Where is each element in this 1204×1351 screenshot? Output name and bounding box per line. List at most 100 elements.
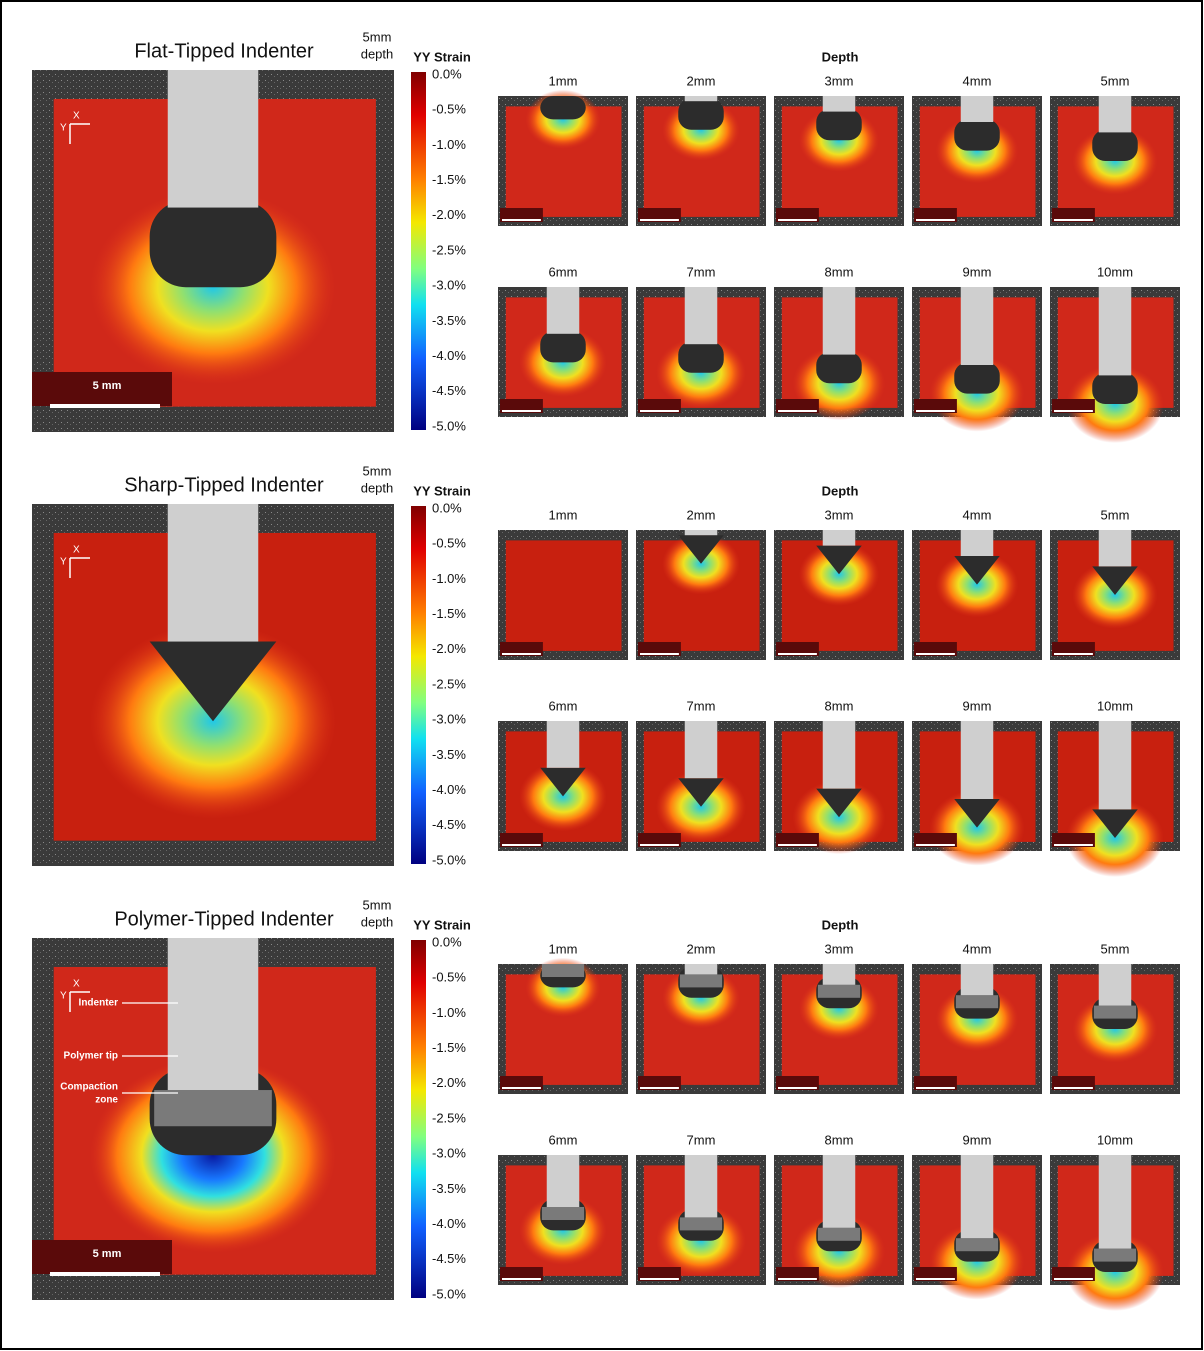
polymer-tip (818, 1228, 860, 1241)
colorbar-tick: -2.5% (432, 1110, 466, 1125)
thumbnail-label: 6mm (549, 1132, 578, 1147)
compaction-zone (1092, 130, 1138, 161)
compaction-zone (816, 352, 862, 383)
colorbar-tick: -2.5% (432, 676, 466, 691)
indenter (685, 287, 718, 344)
thumbnail-image (636, 96, 766, 226)
colorbar-label: YY Strain (413, 49, 471, 64)
polymer-tip (956, 995, 998, 1008)
indenter (823, 530, 856, 546)
thumbnail-label: 3mm (825, 73, 854, 88)
thumbnail-image (636, 964, 766, 1094)
thumbnail-label: 2mm (687, 941, 716, 956)
colorbar-tick: -4.0% (432, 1216, 466, 1231)
thumbnail-image (912, 721, 1042, 866)
depth-note: 5mm (363, 463, 392, 478)
thumbnail-label: 9mm (963, 1132, 992, 1147)
compaction-zone (678, 99, 724, 130)
thumbnail-label: 8mm (825, 1132, 854, 1147)
thumbnail-image (1050, 1155, 1180, 1311)
colorbar-tick: -1.0% (432, 137, 466, 152)
indenter (685, 1155, 718, 1217)
polymer-tip (1094, 1006, 1136, 1019)
thumbnail-label: 9mm (963, 698, 992, 713)
polymer-tip (1094, 1249, 1136, 1262)
axis-label-x: X (73, 111, 80, 122)
thumbnail-label: 5mm (1101, 941, 1130, 956)
scale-label: 5 mm (93, 380, 122, 392)
indenter (547, 287, 580, 334)
colorbar-tick: 0.0% (432, 66, 462, 81)
colorbar-tick: 0.0% (432, 934, 462, 949)
thumbnail-label: 5mm (1101, 507, 1130, 522)
depth-header: Depth (822, 917, 859, 932)
panel-title: Polymer-Tipped Indenter (114, 908, 334, 930)
thumbnail-image (774, 1155, 904, 1288)
panel-title: Sharp-Tipped Indenter (124, 474, 324, 496)
thumbnail-label: 2mm (687, 73, 716, 88)
thumbnail-image (498, 287, 628, 417)
polymer-tip (818, 985, 860, 998)
colorbar-tick: -3.5% (432, 313, 466, 328)
thumbnail-image (498, 958, 628, 1094)
thumbnail-image (912, 96, 1042, 226)
thumbnail-image (636, 721, 766, 851)
indenter (823, 287, 856, 355)
thumbnail-label: 3mm (825, 941, 854, 956)
annotation: Compaction (60, 1082, 118, 1093)
colorbar-tick: -1.5% (432, 1040, 466, 1055)
colorbar-tick: -3.0% (432, 278, 466, 293)
compaction-zone (954, 119, 1000, 150)
thumbnail-label: 1mm (549, 941, 578, 956)
compaction-zone (540, 331, 586, 362)
compaction-zone (540, 96, 586, 119)
colorbar-tick: -5.0% (432, 1286, 466, 1301)
thumbnail-label: 10mm (1097, 698, 1133, 713)
axis-label-y: Y (60, 123, 67, 134)
thumbnail-image (498, 90, 628, 226)
thumbnail-label: 1mm (549, 73, 578, 88)
colorbar-tick: -5.0% (432, 852, 466, 867)
colorbar-tick: -0.5% (432, 970, 466, 985)
thumbnail-label: 1mm (549, 507, 578, 522)
depth-note: depth (361, 480, 394, 495)
colorbar-tick: -0.5% (432, 536, 466, 551)
thumbnail-label: 3mm (825, 507, 854, 522)
axis-label-x: X (73, 979, 80, 990)
indenter (961, 530, 994, 556)
indenter (1099, 721, 1132, 809)
figure: Flat-Tipped Indenter5mmdepthYY Strain0.0… (0, 0, 1204, 1351)
indenter (685, 96, 718, 101)
thumbnail-image (636, 1155, 766, 1285)
colorbar-label: YY Strain (413, 917, 471, 932)
polymer-tip (956, 1238, 998, 1251)
indenter (168, 938, 259, 1090)
indenter (1099, 287, 1132, 375)
axis-label-y: Y (60, 557, 67, 568)
thumbnail-image (774, 530, 904, 660)
indenter (685, 964, 718, 974)
thumbnail-image (912, 287, 1042, 432)
depth-header: Depth (822, 49, 859, 64)
thumbnail-label: 6mm (549, 698, 578, 713)
thumbnail-image (774, 287, 904, 420)
thumbnail-image (912, 964, 1042, 1094)
colorbar-tick: -3.0% (432, 1146, 466, 1161)
thumbnail-label: 4mm (963, 507, 992, 522)
thumbnail-label: 8mm (825, 698, 854, 713)
polymer-tip (542, 964, 584, 977)
thumbnail-label: 2mm (687, 507, 716, 522)
depth-note: 5mm (363, 897, 392, 912)
indenter (685, 721, 718, 778)
polymer-tip (542, 1207, 584, 1220)
thumbnail-label: 7mm (687, 1132, 716, 1147)
compaction-zone (1092, 373, 1138, 404)
colorbar-tick: -5.0% (432, 418, 466, 433)
annotation: zone (95, 1095, 118, 1106)
colorbar-tick: -4.5% (432, 817, 466, 832)
thumbnail-image (774, 964, 904, 1094)
polymer-tip (154, 1090, 272, 1126)
colorbar-tick: -3.0% (432, 712, 466, 727)
axis-label-x: X (73, 545, 80, 556)
annotation: Indenter (79, 998, 119, 1009)
